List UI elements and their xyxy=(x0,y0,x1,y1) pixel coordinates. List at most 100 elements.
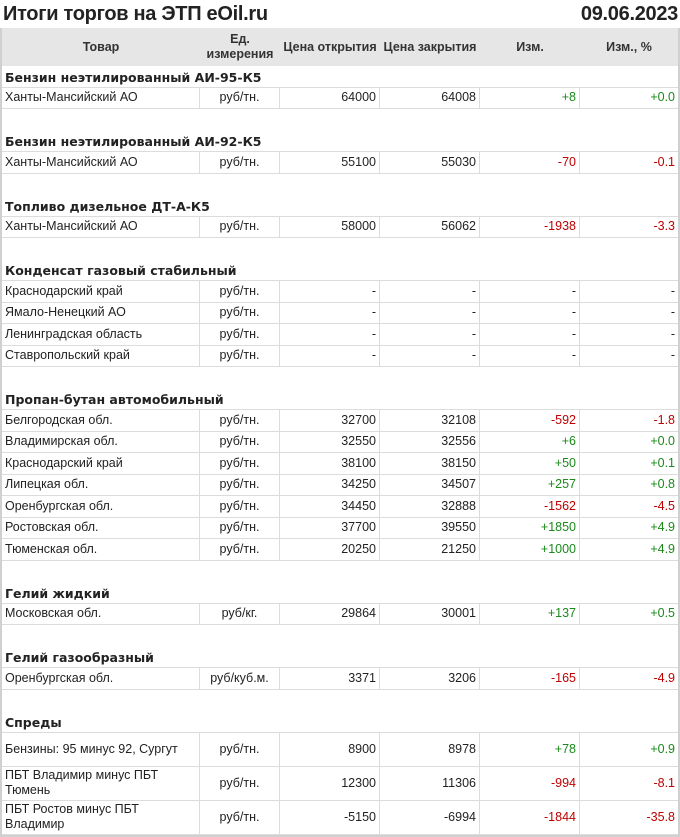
cell-region: Липецкая обл. xyxy=(2,474,200,496)
cell-change-pct: +0.0 xyxy=(580,432,678,453)
cell-change: +257 xyxy=(480,474,580,496)
table-body: Бензин неэтилированный АИ-95-К5 Ханты-Ман… xyxy=(2,66,678,835)
cell-change-pct: - xyxy=(580,324,678,346)
cell-change: +1000 xyxy=(480,539,580,561)
table-row: Ставропольский край руб/тн. - - - - xyxy=(2,345,678,367)
cell-close-price: -6994 xyxy=(380,800,480,835)
cell-change-pct: - xyxy=(580,281,678,303)
cell-close-price: - xyxy=(380,324,480,346)
cell-change: -70 xyxy=(480,152,580,174)
cell-change: -1562 xyxy=(480,496,580,518)
cell-unit: руб/тн. xyxy=(200,453,280,475)
section-title: Конденсат газовый стабильный xyxy=(5,263,237,278)
cell-region: Ханты-Мансийский АО xyxy=(2,152,200,174)
cell-change-pct: - xyxy=(580,346,678,367)
spacer-row xyxy=(2,625,678,647)
cell-change-pct: -35.8 xyxy=(580,801,678,835)
cell-unit: руб/тн. xyxy=(200,539,280,561)
table-row: Владимирская обл. руб/тн. 32550 32556 +6 +0.0 xyxy=(2,431,678,453)
col-header-unit: Ед. измерения xyxy=(206,32,274,61)
table-row: Белгородская обл. руб/тн. 32700 32108 -592 -1… xyxy=(2,410,678,432)
cell-change: +6 xyxy=(480,431,580,453)
cell-unit: руб/кг. xyxy=(200,603,280,625)
cell-unit: руб/тн. xyxy=(200,410,280,432)
cell-region: Московская обл. xyxy=(2,603,200,625)
cell-close-price: 3206 xyxy=(380,668,480,690)
cell-unit: руб/тн. xyxy=(200,431,280,453)
table-row: Ленинградская область руб/тн. - - - - xyxy=(2,324,678,346)
cell-change: +78 xyxy=(480,732,580,767)
cell-unit: руб/тн. xyxy=(200,474,280,496)
col-header-product: Товар xyxy=(82,39,120,54)
cell-region: Ленинградская область xyxy=(2,324,200,346)
cell-region: Владимирская обл. xyxy=(2,431,200,453)
cell-change: +8 xyxy=(480,87,580,109)
cell-unit: руб/тн. xyxy=(200,345,280,367)
cell-open-price: 29864 xyxy=(280,603,380,625)
results-table: Товар Ед. измерения Цена открытия Цена з… xyxy=(0,28,680,837)
cell-unit: руб/тн. xyxy=(200,517,280,539)
cell-close-price: 30001 xyxy=(380,603,480,625)
cell-change: -994 xyxy=(480,766,580,801)
cell-region: Ставропольский край xyxy=(2,345,200,367)
cell-open-price: 38100 xyxy=(280,453,380,475)
cell-close-price: 8978 xyxy=(380,732,480,767)
table-row: ПБТ Владимир минус ПБТ Тюмень руб/тн. 1230… xyxy=(2,766,678,801)
cell-change: +137 xyxy=(480,603,580,625)
cell-change: -1844 xyxy=(480,800,580,835)
cell-close-price: 55030 xyxy=(380,152,480,174)
title-bar: Итоги торгов на ЭТП eOil.ru 09.06.2023 xyxy=(0,0,680,28)
cell-change-pct: +4.9 xyxy=(580,518,678,539)
table-row: Краснодарский край руб/тн. - - - - xyxy=(2,281,678,303)
cell-region: Ростовская обл. xyxy=(2,517,200,539)
cell-region: Оренбургская обл. xyxy=(2,668,200,690)
cell-change-pct: +4.9 xyxy=(580,539,678,561)
table-row: Ханты-Мансийский АО руб/тн. 58000 56062 -193… xyxy=(2,216,678,238)
table-header: Товар Ед. измерения Цена открытия Цена з… xyxy=(2,28,678,66)
cell-unit: руб/тн. xyxy=(200,766,280,801)
table-row: Оренбургская обл. руб/куб.м. 3371 3206 -165-… xyxy=(2,668,678,690)
section-title: Пропан-бутан автомобильный xyxy=(5,392,224,407)
cell-change-pct: +0.9 xyxy=(580,733,678,767)
col-header-change: Изм. xyxy=(516,39,544,54)
cell-close-price: 39550 xyxy=(380,517,480,539)
cell-change-pct: -1.8 xyxy=(580,410,678,432)
cell-region: Тюменская обл. xyxy=(2,539,200,561)
cell-open-price: 32700 xyxy=(280,410,380,432)
table-row: Ростовская обл. руб/тн. 37700 39550 +1850 +4.… xyxy=(2,517,678,539)
cell-change-pct: -0.1 xyxy=(580,152,678,174)
cell-change-pct: -8.1 xyxy=(580,767,678,801)
table-row: Ямало-Ненецкий АО руб/тн. - - - - xyxy=(2,302,678,324)
cell-open-price: - xyxy=(280,324,380,346)
cell-close-price: 11306 xyxy=(380,766,480,801)
cell-close-price: - xyxy=(380,281,480,303)
cell-unit: руб/тн. xyxy=(200,302,280,324)
cell-open-price: 37700 xyxy=(280,517,380,539)
cell-open-price: 32550 xyxy=(280,431,380,453)
cell-change-pct: - xyxy=(580,303,678,324)
cell-change-pct: +0.1 xyxy=(580,453,678,475)
page-title: Итоги торгов на ЭТП eOil.ru xyxy=(3,2,268,25)
spacer-row xyxy=(2,174,678,196)
section-heading: Конденсат газовый стабильный xyxy=(2,260,678,281)
section-title: Гелий газообразный xyxy=(5,650,154,665)
table-row: Московская обл. руб/кг. 29864 30001 +137 +0.5 xyxy=(2,603,678,625)
cell-region: Краснодарский край xyxy=(2,453,200,475)
cell-region: Ямало-Ненецкий АО xyxy=(2,302,200,324)
cell-open-price: 34450 xyxy=(280,496,380,518)
table-row: Бензины: 95 минус 92, Сургут руб/тн. 8900 8… xyxy=(2,732,678,767)
cell-close-price: 56062 xyxy=(380,216,480,238)
col-header-change-pct: Изм., % xyxy=(606,39,652,54)
table-row: Тюменская обл. руб/тн. 20250 21250 +1000 +4.9 xyxy=(2,539,678,561)
cell-unit: руб/тн. xyxy=(200,496,280,518)
section-title: Топливо дизельное ДТ-А-К5 xyxy=(5,198,210,214)
cell-region: ПБТ Владимир минус ПБТ Тюмень xyxy=(2,766,200,801)
section-heading: Гелий газообразный xyxy=(2,647,678,668)
cell-change-pct: -3.3 xyxy=(580,217,678,238)
cell-unit: руб/тн. xyxy=(200,324,280,346)
cell-change: - xyxy=(480,345,580,367)
section-title: Гелий жидкий xyxy=(5,585,110,601)
section-heading: Бензин неэтилированный АИ-92-К5 xyxy=(2,131,678,152)
cell-open-price: 3371 xyxy=(280,668,380,690)
cell-close-price: - xyxy=(380,345,480,367)
